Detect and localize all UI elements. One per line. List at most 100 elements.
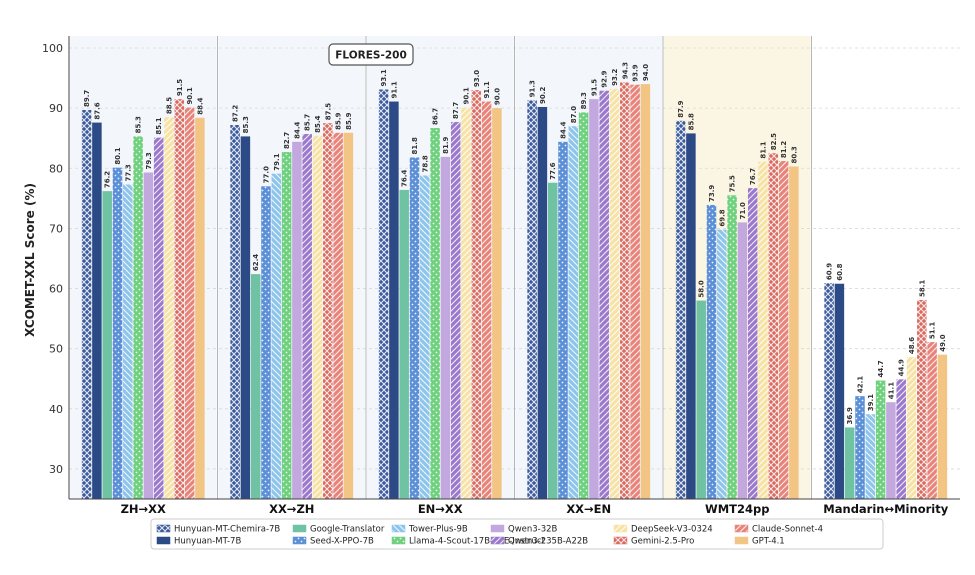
bar-tower-plus-9b-wmt24pp — [717, 229, 727, 500]
legend-swatch-qwen3-235b-a22b — [490, 536, 505, 545]
bar-tower-plus-9b-xx-en — [568, 126, 579, 500]
legend-label-gpt-4-1: GPT-4.1 — [752, 537, 785, 547]
bar-google-translator-mandarin-minority — [844, 427, 855, 499]
bar-qwen3-32b-mandarin-minority — [886, 402, 896, 499]
data-label: 93.0 — [473, 70, 481, 87]
data-label: 77.3 — [124, 164, 132, 181]
data-label: 79.1 — [273, 153, 281, 170]
bar-qwen3-32b-en-xx — [440, 156, 451, 500]
bar-llama-4-scout-17b-16e-instruct-mandarin-minority — [875, 380, 886, 499]
bar-seed-x-ppo-7b-zh-xx — [112, 167, 123, 499]
bar-claude-sonnet-4-wmt24pp — [778, 161, 789, 499]
bar-qwen3-235b-a22b-zh-xx — [153, 137, 164, 499]
legend-label-qwen3-235b-a22b: Qwen3-235B-A22B — [508, 537, 588, 547]
data-label: 44.9 — [898, 359, 906, 376]
data-label: 91.1 — [483, 81, 491, 98]
data-label: 85.9 — [335, 112, 343, 129]
group-background-wmt24pp — [664, 36, 811, 499]
data-label: 87.9 — [677, 100, 685, 117]
data-label: 91.5 — [590, 79, 598, 96]
bar-claude-sonnet-4-mandarin-minority — [927, 342, 937, 499]
legend: Hunyuan-MT-Chemira-7B Hunyuan-MT-7B Google… — [150, 518, 884, 550]
data-label: 84.4 — [293, 121, 301, 138]
y-tick-label: 40 — [49, 403, 63, 416]
data-label: 76.2 — [104, 171, 112, 188]
bar-claude-sonnet-4-xx-zh — [333, 132, 343, 500]
x-tick-label-wmt24pp: WMT24pp — [705, 502, 769, 516]
legend-swatch-llama-4-scout-17b-16e-instruct — [391, 536, 406, 545]
data-label: 62.4 — [252, 254, 260, 271]
bar-gpt-4-1-mandarin-minority — [937, 354, 948, 499]
data-label: 90.0 — [493, 88, 501, 105]
bar-tower-plus-9b-xx-zh — [271, 173, 282, 500]
data-label: 51.1 — [929, 322, 937, 339]
bar-hunyuan-mt-chemira-7b-zh-xx — [81, 109, 92, 499]
data-label: 85.7 — [304, 114, 312, 131]
bar-gemini-2-5-pro-xx-zh — [323, 123, 333, 500]
bar-hunyuan-mt-chemira-7b-wmt24pp — [675, 120, 686, 500]
bar-gpt-4-1-wmt24pp — [789, 166, 799, 499]
data-label: 81.9 — [442, 136, 450, 153]
bar-claude-sonnet-4-en-xx — [481, 101, 492, 499]
bar-qwen3-32b-zh-xx — [143, 172, 154, 499]
data-label: 87.5 — [324, 103, 332, 120]
legend-label-qwen3-32b: Qwen3-32B — [508, 525, 558, 535]
bar-qwen3-235b-a22b-xx-en — [599, 90, 609, 499]
data-label: 92.9 — [601, 70, 609, 87]
bar-qwen3-235b-a22b-en-xx — [450, 121, 461, 499]
data-label: 42.1 — [857, 376, 865, 393]
bar-hunyuan-mt-7b-wmt24pp — [686, 133, 696, 499]
data-label: 85.1 — [155, 117, 163, 134]
bar-qwen3-32b-xx-zh — [292, 141, 302, 500]
data-label: 36.9 — [846, 407, 854, 424]
bar-seed-x-ppo-7b-wmt24pp — [706, 204, 717, 499]
data-label: 71.0 — [739, 202, 747, 219]
bar-qwen3-32b-wmt24pp — [737, 222, 748, 500]
bar-google-translator-en-xx — [399, 189, 409, 499]
group-background-xx-zh — [218, 36, 365, 499]
bar-google-translator-xx-en — [547, 182, 558, 499]
data-label: 78.8 — [421, 155, 429, 172]
data-label: 58.0 — [698, 280, 706, 297]
legend-swatch-claude-sonnet-4 — [734, 524, 749, 533]
data-label: 44.7 — [877, 360, 885, 377]
bar-tower-plus-9b-zh-xx — [123, 184, 133, 499]
data-label: 87.7 — [452, 102, 460, 119]
data-label: 85.4 — [314, 115, 322, 132]
group-background-zh-xx — [70, 36, 217, 499]
bar-tower-plus-9b-en-xx — [420, 175, 430, 500]
legend-swatch-gemini-2-5-pro — [613, 536, 628, 545]
legend-box — [150, 518, 884, 550]
data-label: 82.7 — [283, 132, 291, 149]
data-label: 49.0 — [939, 334, 947, 351]
bar-qwen3-235b-a22b-xx-zh — [302, 134, 312, 499]
bar-llama-4-scout-17b-16e-instruct-xx-zh — [281, 152, 292, 499]
bar-hunyuan-mt-chemira-7b-xx-zh — [230, 124, 240, 499]
data-label: 94.3 — [621, 62, 629, 79]
bar-deepseek-v3-0324-zh-xx — [164, 117, 174, 499]
y-tick-label: 100 — [42, 42, 63, 55]
data-label: 85.3 — [242, 116, 250, 133]
bar-tower-plus-9b-mandarin-minority — [865, 414, 876, 499]
data-label: 85.3 — [135, 116, 143, 133]
bar-gpt-4-1-en-xx — [492, 108, 502, 499]
data-label: 39.1 — [867, 394, 875, 411]
data-label: 87.2 — [232, 105, 240, 122]
legend-swatch-gpt-4-1 — [734, 536, 749, 545]
data-label: 94.0 — [642, 64, 650, 81]
bar-qwen3-32b-xx-en — [589, 99, 599, 500]
x-tick-label-mandarin-minority: Mandarin↔Minority — [823, 502, 948, 516]
bar-seed-x-ppo-7b-xx-zh — [261, 186, 271, 499]
legend-label-tower-plus-9b: Tower-Plus-9B — [408, 525, 468, 535]
bar-gemini-2-5-pro-mandarin-minority — [917, 299, 927, 499]
data-label: 80.1 — [114, 147, 122, 164]
flores-title-box: FLORES-200 — [328, 43, 414, 66]
bar-hunyuan-mt-7b-zh-xx — [92, 122, 102, 500]
data-label: 77.6 — [549, 162, 557, 179]
bar-gemini-2-5-pro-en-xx — [471, 90, 482, 499]
chart-title: FLORES-200 — [335, 50, 407, 62]
data-label: 69.8 — [718, 209, 726, 226]
bar-google-translator-zh-xx — [102, 191, 112, 499]
data-label: 73.9 — [708, 185, 716, 202]
legend-label-hunyuan-mt-chemira-7b: Hunyuan-MT-Chemira-7B — [174, 525, 280, 535]
